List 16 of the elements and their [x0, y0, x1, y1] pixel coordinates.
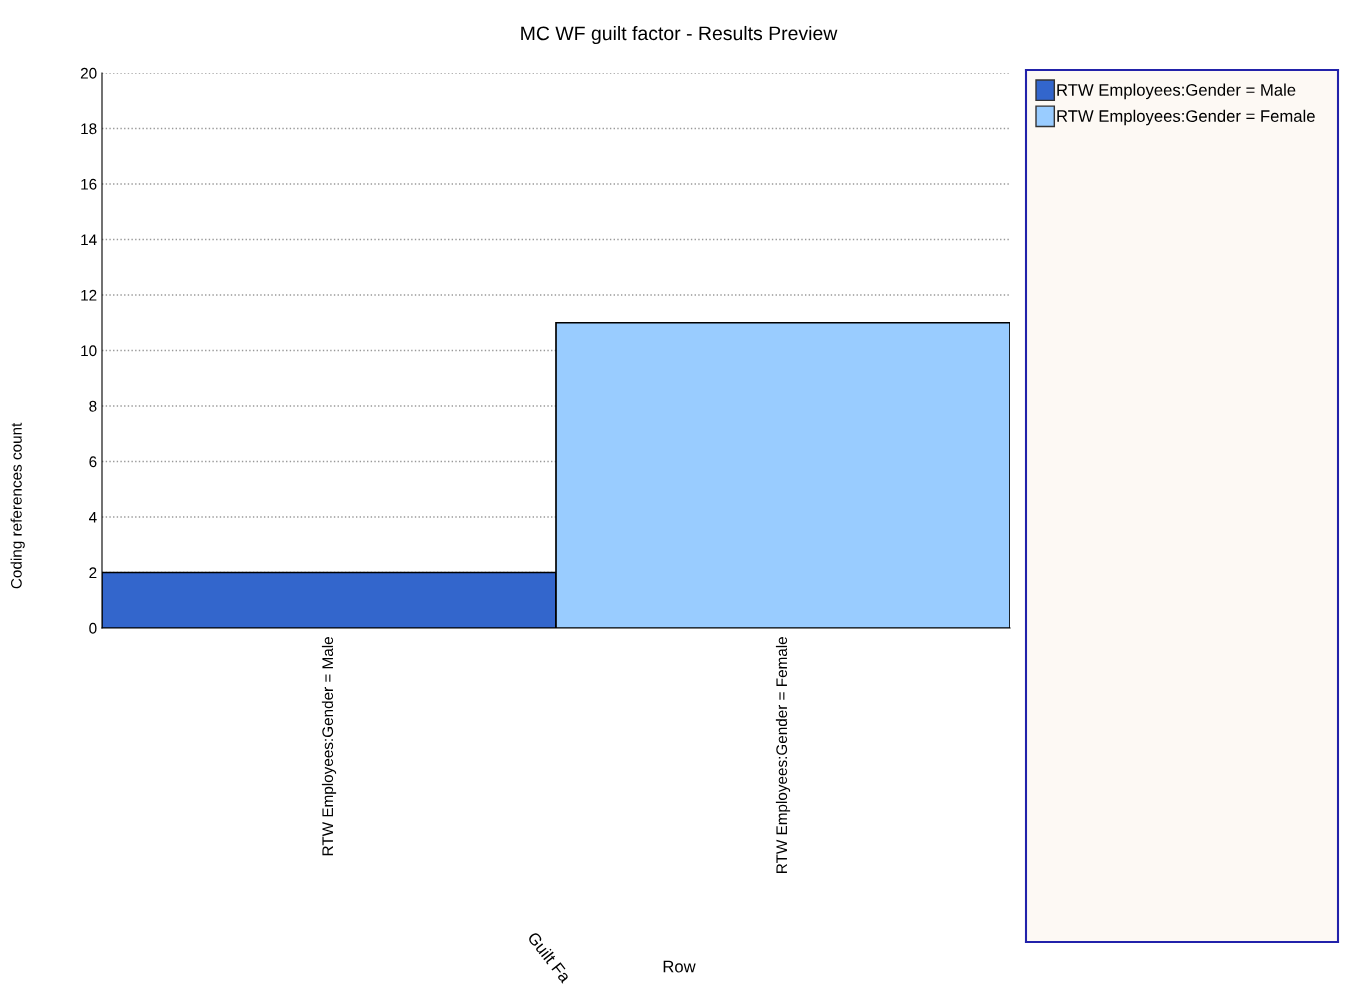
y-tick-label: 8 — [89, 400, 97, 412]
y-tick-label: 20 — [80, 67, 97, 79]
y-tick-label: 14 — [81, 234, 97, 246]
y-tick-label: 18 — [81, 123, 97, 135]
y-tick-label: 10 — [81, 345, 97, 357]
legend-label: RTW Employees:Gender = Male — [1057, 83, 1296, 100]
y-tick-label: 6 — [89, 456, 97, 468]
chart-title: MC WF guilt factor - Results Preview — [521, 25, 838, 45]
y-tick-label: 2 — [89, 567, 97, 579]
y-tick-label: 16 — [81, 178, 97, 190]
y-axis-title: Coding references count — [10, 422, 25, 589]
text: Row — [663, 960, 696, 973]
y-tick-label: 0 — [89, 622, 97, 634]
y-tick-label: 4 — [88, 512, 97, 523]
y-tick-label: 12 — [81, 289, 97, 301]
legend-label: RTW Employees:Gender = Female — [1057, 109, 1315, 126]
